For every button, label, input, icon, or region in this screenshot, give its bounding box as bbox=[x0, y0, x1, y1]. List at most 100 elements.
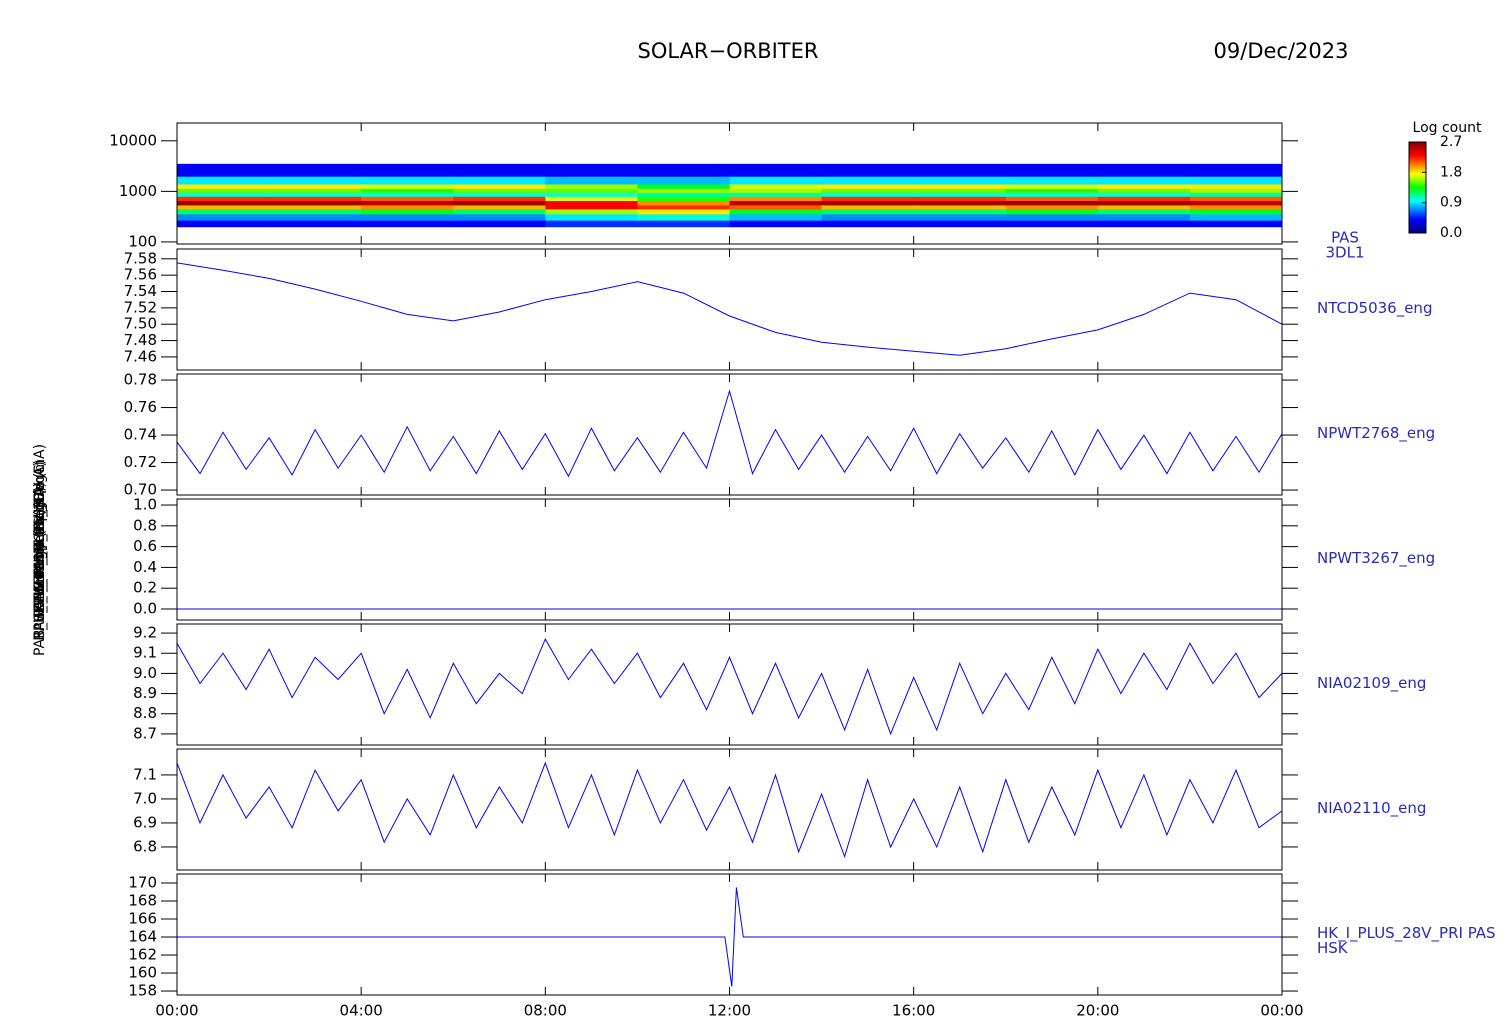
heatmap-cell bbox=[729, 204, 823, 210]
heatmap-cell bbox=[1097, 204, 1191, 210]
panel-frame bbox=[176, 122, 1283, 245]
y-tick-label: 160 bbox=[128, 964, 157, 982]
heatmap-cell bbox=[637, 220, 730, 228]
y-tick-label: 9.2 bbox=[133, 624, 157, 642]
y-tick-label: 0.78 bbox=[124, 371, 157, 389]
panel-frame bbox=[176, 623, 1283, 746]
heatmap-cell bbox=[1189, 204, 1283, 210]
y-tick-label: 7.52 bbox=[124, 298, 157, 316]
colorbar-tick-label: 2.7 bbox=[1440, 134, 1462, 150]
heatmap-cell bbox=[1005, 200, 1099, 206]
heatmap-cell bbox=[1189, 220, 1283, 228]
heatmap-cell bbox=[729, 208, 823, 215]
heatmap-cell bbox=[1097, 196, 1191, 201]
y-tick-label: 7.48 bbox=[124, 331, 157, 349]
heatmap-cell bbox=[545, 183, 638, 189]
heatmap-cell bbox=[269, 188, 362, 193]
heatmap-cell bbox=[269, 220, 362, 228]
heatmap-cell bbox=[269, 200, 362, 206]
heatmap-cell bbox=[361, 196, 454, 201]
y-tick-label: 8.8 bbox=[133, 704, 157, 722]
heatmap-cell bbox=[361, 200, 454, 206]
heatmap-cell bbox=[913, 196, 1007, 201]
heatmap-cell bbox=[453, 188, 546, 193]
heatmap-cell bbox=[821, 200, 915, 206]
heatmap-cell bbox=[453, 208, 546, 215]
heatmap-cell bbox=[821, 176, 915, 185]
heatmap-cell bbox=[821, 204, 915, 210]
x-tick-label: 08:00 bbox=[524, 1002, 567, 1020]
heatmap-cell bbox=[1005, 183, 1099, 189]
y-tick-label: 170 bbox=[128, 874, 157, 892]
heatmap-cell bbox=[913, 183, 1007, 189]
heatmap-cell bbox=[545, 213, 638, 221]
heatmap-cell bbox=[1097, 208, 1191, 215]
heatmap-cell bbox=[453, 213, 546, 221]
y-tick-label: 7.58 bbox=[124, 249, 157, 267]
heatmap-cell bbox=[177, 204, 270, 210]
heatmap-cell bbox=[637, 204, 730, 210]
y-tick-label: 100 bbox=[128, 232, 157, 250]
y-axis-label: PAS_HK_IMON (mA) bbox=[32, 482, 48, 618]
heatmap-cell bbox=[361, 204, 454, 210]
heatmap-cell bbox=[913, 163, 1007, 177]
panel-frame bbox=[176, 873, 1283, 996]
y-tick-label: 0.8 bbox=[133, 516, 157, 534]
heatmap-cell bbox=[269, 163, 362, 177]
heatmap-cell bbox=[177, 196, 270, 201]
heatmap-cell bbox=[545, 200, 638, 206]
heatmap-cell bbox=[361, 188, 454, 193]
right-label: NIA02109_eng bbox=[1317, 674, 1426, 693]
heatmap-cell bbox=[913, 204, 1007, 210]
heatmap-cell bbox=[821, 208, 915, 215]
y-tick-label: 0.76 bbox=[124, 398, 157, 416]
colorbar-tick-label: 0.0 bbox=[1440, 225, 1462, 241]
y-tick-label: 0.2 bbox=[133, 579, 157, 597]
heatmap-cell bbox=[177, 220, 270, 228]
right-label: NTCD5036_eng bbox=[1317, 299, 1432, 318]
heatmap-cell bbox=[453, 200, 546, 206]
heatmap-cell bbox=[1189, 200, 1283, 206]
heatmap-cell bbox=[1005, 176, 1099, 185]
heatmap-cell bbox=[177, 200, 270, 206]
x-tick-label: 00:00 bbox=[155, 1002, 198, 1020]
heatmap-cell bbox=[1005, 204, 1099, 210]
heatmap-cell bbox=[1005, 163, 1099, 177]
colorbar-tick-label: 0.9 bbox=[1440, 195, 1462, 211]
right-label: 3DL1 bbox=[1326, 244, 1365, 262]
heatmap-cell bbox=[361, 208, 454, 215]
y-tick-label: 9.1 bbox=[133, 644, 157, 662]
heatmap-cell bbox=[913, 176, 1007, 185]
y-axis-label: PAS_HK_IMON_PLUS_28V (mA) bbox=[32, 444, 48, 656]
heatmap-cell bbox=[637, 192, 730, 197]
heatmap-cell bbox=[269, 196, 362, 201]
heatmap-cell bbox=[361, 192, 454, 197]
y-tick-label: 1.0 bbox=[133, 496, 157, 514]
heatmap-cell bbox=[1189, 208, 1283, 215]
y-tick-label: 7.50 bbox=[124, 315, 157, 333]
heatmap-cell bbox=[821, 188, 915, 193]
heatmap-cell bbox=[1097, 220, 1191, 228]
heatmap-cell bbox=[545, 163, 638, 177]
y-axis-label: PAS_HK_IMON_PLUS (mA) bbox=[32, 461, 48, 639]
heatmap-cell bbox=[453, 163, 546, 177]
heatmap-cell bbox=[1189, 188, 1283, 193]
heatmap-cell bbox=[637, 188, 730, 193]
colorbar-tick-label: 1.8 bbox=[1440, 164, 1462, 180]
right-label: NIA02110_eng bbox=[1317, 799, 1426, 818]
heatmap-cell bbox=[453, 183, 546, 189]
y-axis-label: EAS Temp (DegC) bbox=[32, 489, 48, 612]
right-label: NPWT3267_eng bbox=[1317, 549, 1435, 568]
heatmap-cell bbox=[1097, 183, 1191, 189]
y-tick-label: 9.0 bbox=[133, 664, 157, 682]
heatmap-cell bbox=[637, 163, 730, 177]
heatmap-cell bbox=[913, 192, 1007, 197]
y-tick-label: 7.54 bbox=[124, 282, 157, 300]
chart-title: SOLAR−ORBITER bbox=[637, 39, 818, 63]
y-tick-label: 1000 bbox=[119, 182, 157, 200]
right-label: HSK bbox=[1317, 939, 1349, 957]
heatmap-cell bbox=[821, 183, 915, 189]
heatmap-cell bbox=[269, 176, 362, 185]
panel-frame bbox=[176, 373, 1283, 496]
heatmap-cell bbox=[729, 163, 823, 177]
